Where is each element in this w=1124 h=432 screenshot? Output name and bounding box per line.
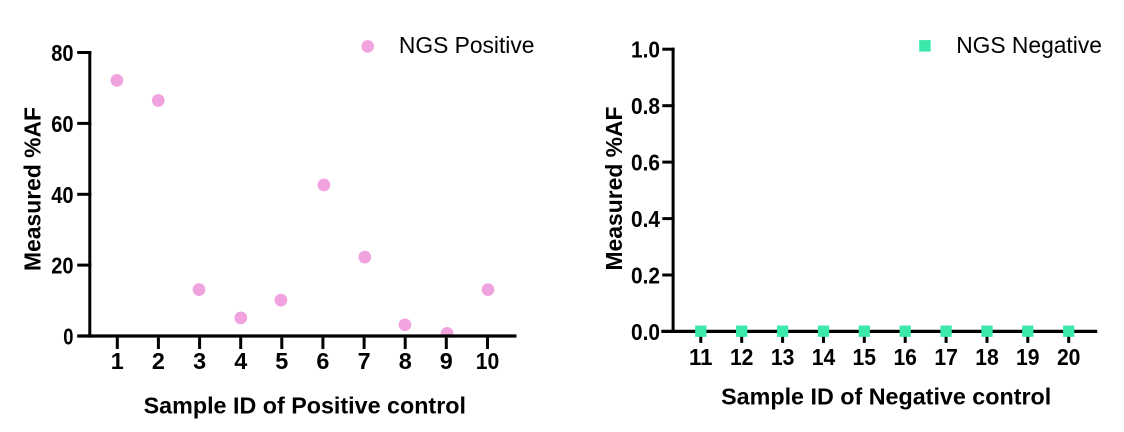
svg-text:17: 17 [934,344,958,370]
svg-text:NGS Negative: NGS Negative [956,32,1102,58]
svg-text:7: 7 [358,348,371,374]
svg-text:6: 6 [316,348,329,374]
svg-text:60: 60 [51,111,73,137]
svg-text:Measured %AF: Measured %AF [19,107,45,271]
svg-text:16: 16 [893,344,917,370]
svg-text:3: 3 [193,348,206,374]
svg-text:5: 5 [275,348,288,374]
svg-text:10: 10 [476,348,500,374]
svg-text:2: 2 [152,348,165,374]
svg-text:13: 13 [771,344,795,370]
svg-text:12: 12 [730,344,754,370]
svg-text:15: 15 [853,344,877,370]
svg-text:19: 19 [1016,344,1040,370]
svg-text:0.8: 0.8 [631,93,660,119]
svg-text:NGS Positive: NGS Positive [399,32,535,58]
svg-text:Sample ID of Positive control: Sample ID of Positive control [144,392,466,418]
svg-text:0.4: 0.4 [631,206,660,232]
svg-text:0.0: 0.0 [631,319,660,345]
svg-text:1.0: 1.0 [631,37,660,63]
svg-text:20: 20 [51,253,73,279]
svg-text:11: 11 [689,344,713,370]
svg-text:20: 20 [1057,344,1081,370]
svg-text:8: 8 [399,348,412,374]
svg-text:0.2: 0.2 [631,262,660,288]
svg-text:4: 4 [234,348,247,374]
svg-text:18: 18 [975,344,999,370]
svg-text:Measured %AF: Measured %AF [601,106,627,270]
svg-text:80: 80 [51,40,73,66]
svg-text:9: 9 [440,348,453,374]
svg-text:40: 40 [51,182,73,208]
svg-text:0: 0 [63,324,73,350]
svg-text:Sample ID of Negative control: Sample ID of Negative control [721,384,1051,410]
svg-text:14: 14 [812,344,836,370]
svg-text:1: 1 [111,348,124,374]
svg-text:0.6: 0.6 [631,150,660,176]
